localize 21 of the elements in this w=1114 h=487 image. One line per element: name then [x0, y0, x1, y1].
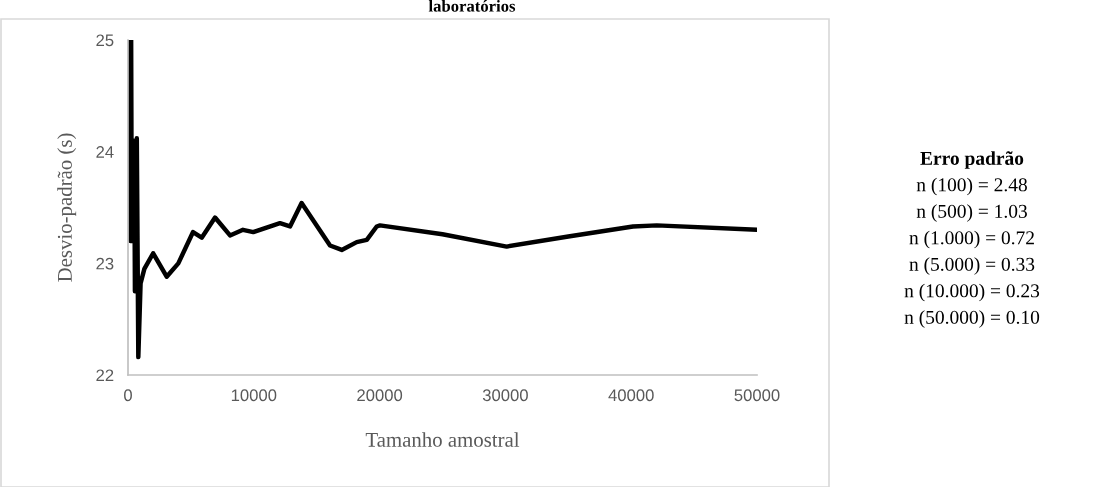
- line-series: [128, 40, 757, 360]
- x-tick-label: 30000: [482, 389, 528, 402]
- x-tick-label: 50000: [734, 389, 780, 402]
- text: n (10.000) = 0.23: [904, 283, 1040, 302]
- x-axis-title: Tamanho amostral: [365, 432, 520, 447]
- chart-title: laboratórios: [428, 0, 516, 12]
- y-tick-label: 24: [96, 146, 114, 158]
- y-tick-label: 22: [96, 369, 114, 382]
- text: n (1.000) = 0.72: [909, 230, 1034, 249]
- y-axis-title: Desvio-padrão (s): [57, 133, 77, 282]
- x-tick-label: 0: [124, 389, 132, 402]
- text: n (5.000) = 0.33: [909, 257, 1035, 275]
- x-tick-label: 20000: [357, 389, 403, 402]
- text: n (100) = 2.48: [916, 177, 1027, 196]
- y-tick-label: 23: [96, 257, 114, 270]
- text: Erro padrão: [920, 151, 1024, 169]
- x-tick-label: 10000: [231, 389, 277, 402]
- y-tick-label: 25: [96, 34, 114, 47]
- x-tick-label: 40000: [608, 389, 654, 402]
- text: n (500) = 1.03: [916, 204, 1027, 222]
- text: n (50.000) = 0.10: [904, 310, 1040, 328]
